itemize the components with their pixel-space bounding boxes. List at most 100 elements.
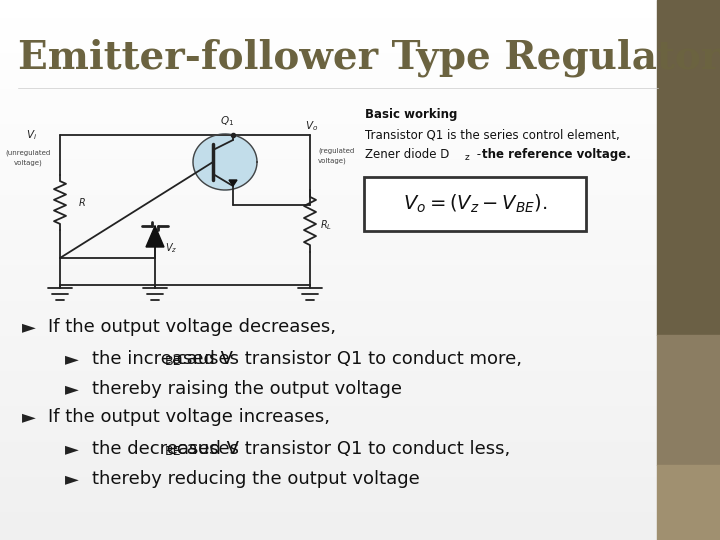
Bar xyxy=(0,111,657,112)
Bar xyxy=(0,41,657,42)
Text: ►: ► xyxy=(22,408,36,426)
Bar xyxy=(0,10,657,11)
Bar xyxy=(0,515,657,516)
Bar xyxy=(0,253,657,254)
Bar xyxy=(0,45,657,46)
Bar xyxy=(0,489,657,490)
Bar xyxy=(0,108,657,109)
Text: the increased V: the increased V xyxy=(92,350,233,368)
Text: $V_o$: $V_o$ xyxy=(305,119,318,133)
Bar xyxy=(0,355,657,356)
Bar xyxy=(0,225,657,226)
Bar xyxy=(0,506,657,507)
Bar xyxy=(0,308,657,309)
Bar xyxy=(0,408,657,409)
Bar xyxy=(0,259,657,260)
Bar xyxy=(0,207,657,208)
Bar xyxy=(0,109,657,110)
Bar xyxy=(0,130,657,131)
Bar xyxy=(0,456,657,457)
Text: causes transistor Q1 to conduct more,: causes transistor Q1 to conduct more, xyxy=(171,350,522,368)
Bar xyxy=(0,312,657,313)
Bar xyxy=(0,457,657,458)
Bar xyxy=(0,288,657,289)
Bar xyxy=(0,30,657,31)
Bar xyxy=(0,508,657,509)
Polygon shape xyxy=(193,134,257,190)
Bar xyxy=(0,365,657,366)
Bar xyxy=(0,494,657,495)
Bar xyxy=(0,361,657,362)
Bar xyxy=(0,413,657,414)
Bar xyxy=(0,434,657,435)
Bar xyxy=(0,396,657,397)
Bar xyxy=(0,340,657,341)
Bar xyxy=(0,358,657,359)
Bar xyxy=(0,119,657,120)
Bar xyxy=(0,454,657,455)
Bar xyxy=(0,383,657,384)
Bar xyxy=(0,306,657,307)
Bar xyxy=(0,332,657,333)
Bar xyxy=(0,160,657,161)
Bar xyxy=(0,392,657,393)
Bar xyxy=(0,415,657,416)
Bar xyxy=(0,69,657,70)
Bar xyxy=(0,470,657,471)
Text: $V_o = (V_z - V_{BE}).$: $V_o = (V_z - V_{BE}).$ xyxy=(402,193,547,215)
Bar xyxy=(0,315,657,316)
Bar xyxy=(0,282,657,283)
Bar xyxy=(0,93,657,94)
Bar xyxy=(0,510,657,511)
Bar xyxy=(0,330,657,331)
Bar xyxy=(0,261,657,262)
Bar xyxy=(0,451,657,452)
Bar xyxy=(0,228,657,229)
Bar xyxy=(0,139,657,140)
Bar xyxy=(0,356,657,357)
Bar xyxy=(0,204,657,205)
Bar xyxy=(0,255,657,256)
Bar xyxy=(0,410,657,411)
Bar xyxy=(0,28,657,29)
Bar xyxy=(0,246,657,247)
Bar xyxy=(0,98,657,99)
Bar xyxy=(0,443,657,444)
Bar xyxy=(0,524,657,525)
Bar xyxy=(0,26,657,27)
Bar xyxy=(0,347,657,348)
Bar xyxy=(0,325,657,326)
Bar xyxy=(0,107,657,108)
Bar xyxy=(0,206,657,207)
Bar xyxy=(0,5,657,6)
Bar xyxy=(0,411,657,412)
Bar xyxy=(0,294,657,295)
Bar xyxy=(0,346,657,347)
Bar xyxy=(0,166,657,167)
Bar xyxy=(0,278,657,279)
Bar xyxy=(0,37,657,38)
Bar xyxy=(0,47,657,48)
Bar xyxy=(0,16,657,17)
Bar xyxy=(0,421,657,422)
Bar xyxy=(0,447,657,448)
Bar xyxy=(0,60,657,61)
Bar xyxy=(0,186,657,187)
Bar xyxy=(0,125,657,126)
Bar xyxy=(0,103,657,104)
Bar xyxy=(0,414,657,415)
Bar xyxy=(0,486,657,487)
Bar xyxy=(0,72,657,73)
Bar xyxy=(0,167,657,168)
Bar xyxy=(0,449,657,450)
Bar xyxy=(0,485,657,486)
Bar xyxy=(0,66,657,67)
Bar xyxy=(0,110,657,111)
Bar xyxy=(0,153,657,154)
Bar xyxy=(0,39,657,40)
Bar xyxy=(0,397,657,398)
Bar xyxy=(0,145,657,146)
Bar xyxy=(0,129,657,130)
Bar xyxy=(0,240,657,241)
Bar xyxy=(0,371,657,372)
